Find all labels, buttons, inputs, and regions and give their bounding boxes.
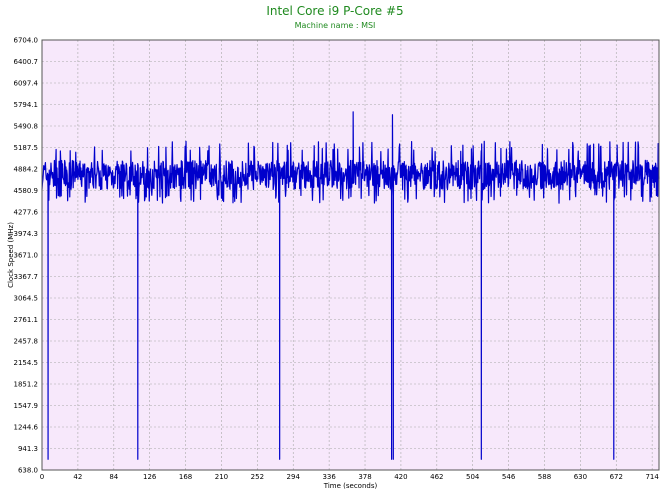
x-tick-label: 462	[430, 473, 443, 481]
y-tick-label: 3974.3	[14, 230, 39, 238]
y-tick-label: 6400.7	[14, 58, 39, 66]
y-tick-label: 2154.5	[14, 359, 39, 367]
y-tick-label: 2457.8	[14, 338, 39, 346]
x-tick-label: 84	[109, 473, 118, 481]
y-tick-label: 6704.0	[14, 37, 39, 45]
x-tick-label: 126	[143, 473, 157, 481]
y-tick-label: 2761.1	[14, 316, 39, 324]
y-tick-label: 5794.1	[14, 101, 39, 109]
x-tick-label: 504	[466, 473, 480, 481]
y-tick-label: 638.0	[18, 467, 38, 475]
x-axis-ticks: 0 42 84 126 168 210 252 294 336 378 420 462 504 546 58…	[40, 473, 660, 481]
clock-speed-series-line	[41, 111, 660, 460]
y-tick-label: 1547.9	[14, 402, 39, 410]
y-axis-label: Clock Speed (MHz)	[7, 222, 15, 288]
y-tick-label: 4580.9	[14, 187, 39, 195]
y-tick-label: 4277.6	[14, 209, 39, 217]
x-tick-label: 252	[251, 473, 264, 481]
y-tick-label: 5490.8	[14, 123, 39, 131]
y-tick-label: 6097.4	[14, 80, 39, 88]
y-tick-label: 3671.0	[14, 252, 39, 260]
plot-frame	[41, 39, 660, 471]
x-tick-label: 294	[287, 473, 301, 481]
grid-lines	[41, 39, 659, 471]
x-tick-label: 714	[645, 473, 659, 481]
x-tick-label: 336	[322, 473, 336, 481]
y-tick-label: 5187.5	[14, 144, 39, 152]
x-tick-label: 210	[215, 473, 228, 481]
y-tick-label: 941.3	[18, 445, 38, 453]
x-tick-label: 0	[40, 473, 44, 481]
y-axis-ticks: 638.0 941.3 1244.6 1547.9 1851.2 2154.5 2457.8…	[14, 37, 39, 475]
y-tick-label: 3064.5	[14, 294, 39, 302]
x-tick-label: 378	[358, 473, 371, 481]
x-axis-label: Time (seconds)	[323, 482, 378, 490]
x-tick-label: 588	[538, 473, 551, 481]
x-tick-label: 546	[502, 473, 516, 481]
chart-title: Intel Core i9 P-Core #5	[266, 4, 404, 18]
x-tick-label: 420	[394, 473, 407, 481]
y-tick-label: 4884.2	[14, 166, 39, 174]
x-tick-label: 42	[73, 473, 82, 481]
x-tick-label: 168	[179, 473, 192, 481]
y-tick-label: 1244.6	[14, 424, 39, 432]
chart-subtitle: Machine name : MSI	[294, 21, 376, 30]
x-tick-label: 630	[574, 473, 587, 481]
x-tick-label: 672	[610, 473, 623, 481]
y-tick-label: 3367.7	[14, 273, 39, 281]
y-tick-label: 1851.2	[14, 381, 39, 389]
